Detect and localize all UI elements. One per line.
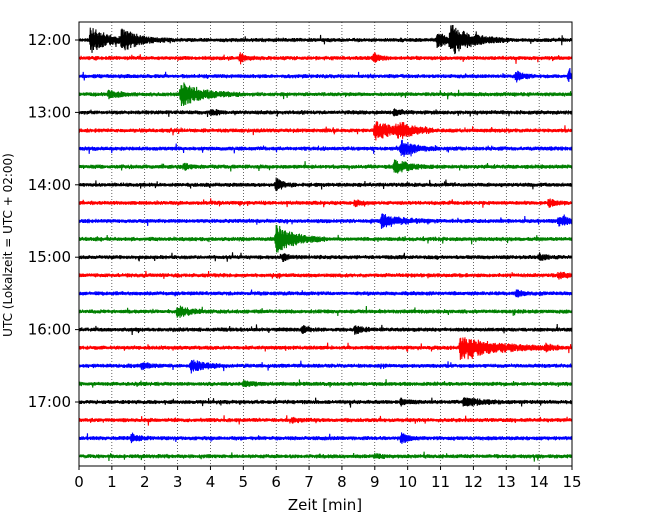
plot-frame xyxy=(79,22,572,466)
x-tick-label: 0 xyxy=(74,473,84,491)
x-tick-label: 1 xyxy=(107,473,117,491)
y-tick-label: 16:00 xyxy=(28,321,71,339)
seismic-trace-line xyxy=(79,379,572,387)
seismic-trace-line xyxy=(79,159,572,173)
x-tick-label: 13 xyxy=(497,473,516,491)
x-axis-label: Zeit [min] xyxy=(288,496,362,514)
seismic-trace-line xyxy=(79,198,572,207)
seismic-trace-line xyxy=(79,108,572,117)
x-tick-label: 7 xyxy=(304,473,314,491)
seismic-trace-line xyxy=(79,177,572,191)
seismic-trace-line xyxy=(79,52,572,64)
x-tick-label: 14 xyxy=(530,473,549,491)
x-tick-label: 5 xyxy=(239,473,249,491)
x-tick-label: 15 xyxy=(562,473,581,491)
trace-layer xyxy=(79,25,572,462)
x-tick-label: 12 xyxy=(464,473,483,491)
helicorder-chart: 0 1 2 3 4 5 6 7 8 9 10 11 12 13 14 15 12:00 13:00 14:00 15… xyxy=(0,0,650,520)
seismic-trace-line xyxy=(79,306,572,318)
seismic-trace-line xyxy=(79,68,572,82)
y-tick-label: 13:00 xyxy=(28,103,71,121)
x-tick-label: 6 xyxy=(271,473,281,491)
y-axis-label: UTC (Lokalzeit = UTC + 02:00) xyxy=(1,153,15,337)
x-tick-label: 8 xyxy=(337,473,347,491)
seismic-trace-line xyxy=(79,121,572,140)
seismic-trace-line xyxy=(79,415,572,425)
seismic-trace-line xyxy=(79,337,572,360)
seismic-trace-line xyxy=(79,397,572,407)
y-tick-label: 12:00 xyxy=(28,31,71,49)
x-tick-label: 2 xyxy=(140,473,150,491)
y-axis-ticks: 12:00 13:00 14:00 15:00 16:00 17:00 xyxy=(28,31,79,411)
seismic-trace-line xyxy=(79,432,572,443)
x-tick-label: 4 xyxy=(206,473,216,491)
y-tick-label: 15:00 xyxy=(28,248,71,266)
x-tick-label: 3 xyxy=(173,473,183,491)
x-tick-label: 11 xyxy=(431,473,450,491)
seismic-trace-line xyxy=(79,25,572,54)
seismic-trace-line xyxy=(79,290,572,298)
seismic-trace-line xyxy=(79,82,572,106)
x-axis-ticks: 0 1 2 3 4 5 6 7 8 9 10 11 12 13 14 15 xyxy=(74,466,581,491)
x-tick-label: 9 xyxy=(370,473,380,491)
seismic-trace-line xyxy=(79,225,572,253)
y-tick-label: 14:00 xyxy=(28,176,71,194)
seismic-trace-line xyxy=(79,252,572,262)
seismic-trace-line xyxy=(79,271,572,280)
seismic-trace-line xyxy=(79,452,572,462)
x-tick-label: 10 xyxy=(398,473,417,491)
seismic-trace-line xyxy=(79,360,572,374)
seismic-trace-line xyxy=(79,213,572,228)
chart-svg: 0 1 2 3 4 5 6 7 8 9 10 11 12 13 14 15 12:0013:0014:0015… xyxy=(0,0,650,520)
seismic-trace-line xyxy=(79,324,572,335)
y-tick-label: 17:00 xyxy=(28,393,71,411)
seismic-trace-line xyxy=(79,140,572,157)
